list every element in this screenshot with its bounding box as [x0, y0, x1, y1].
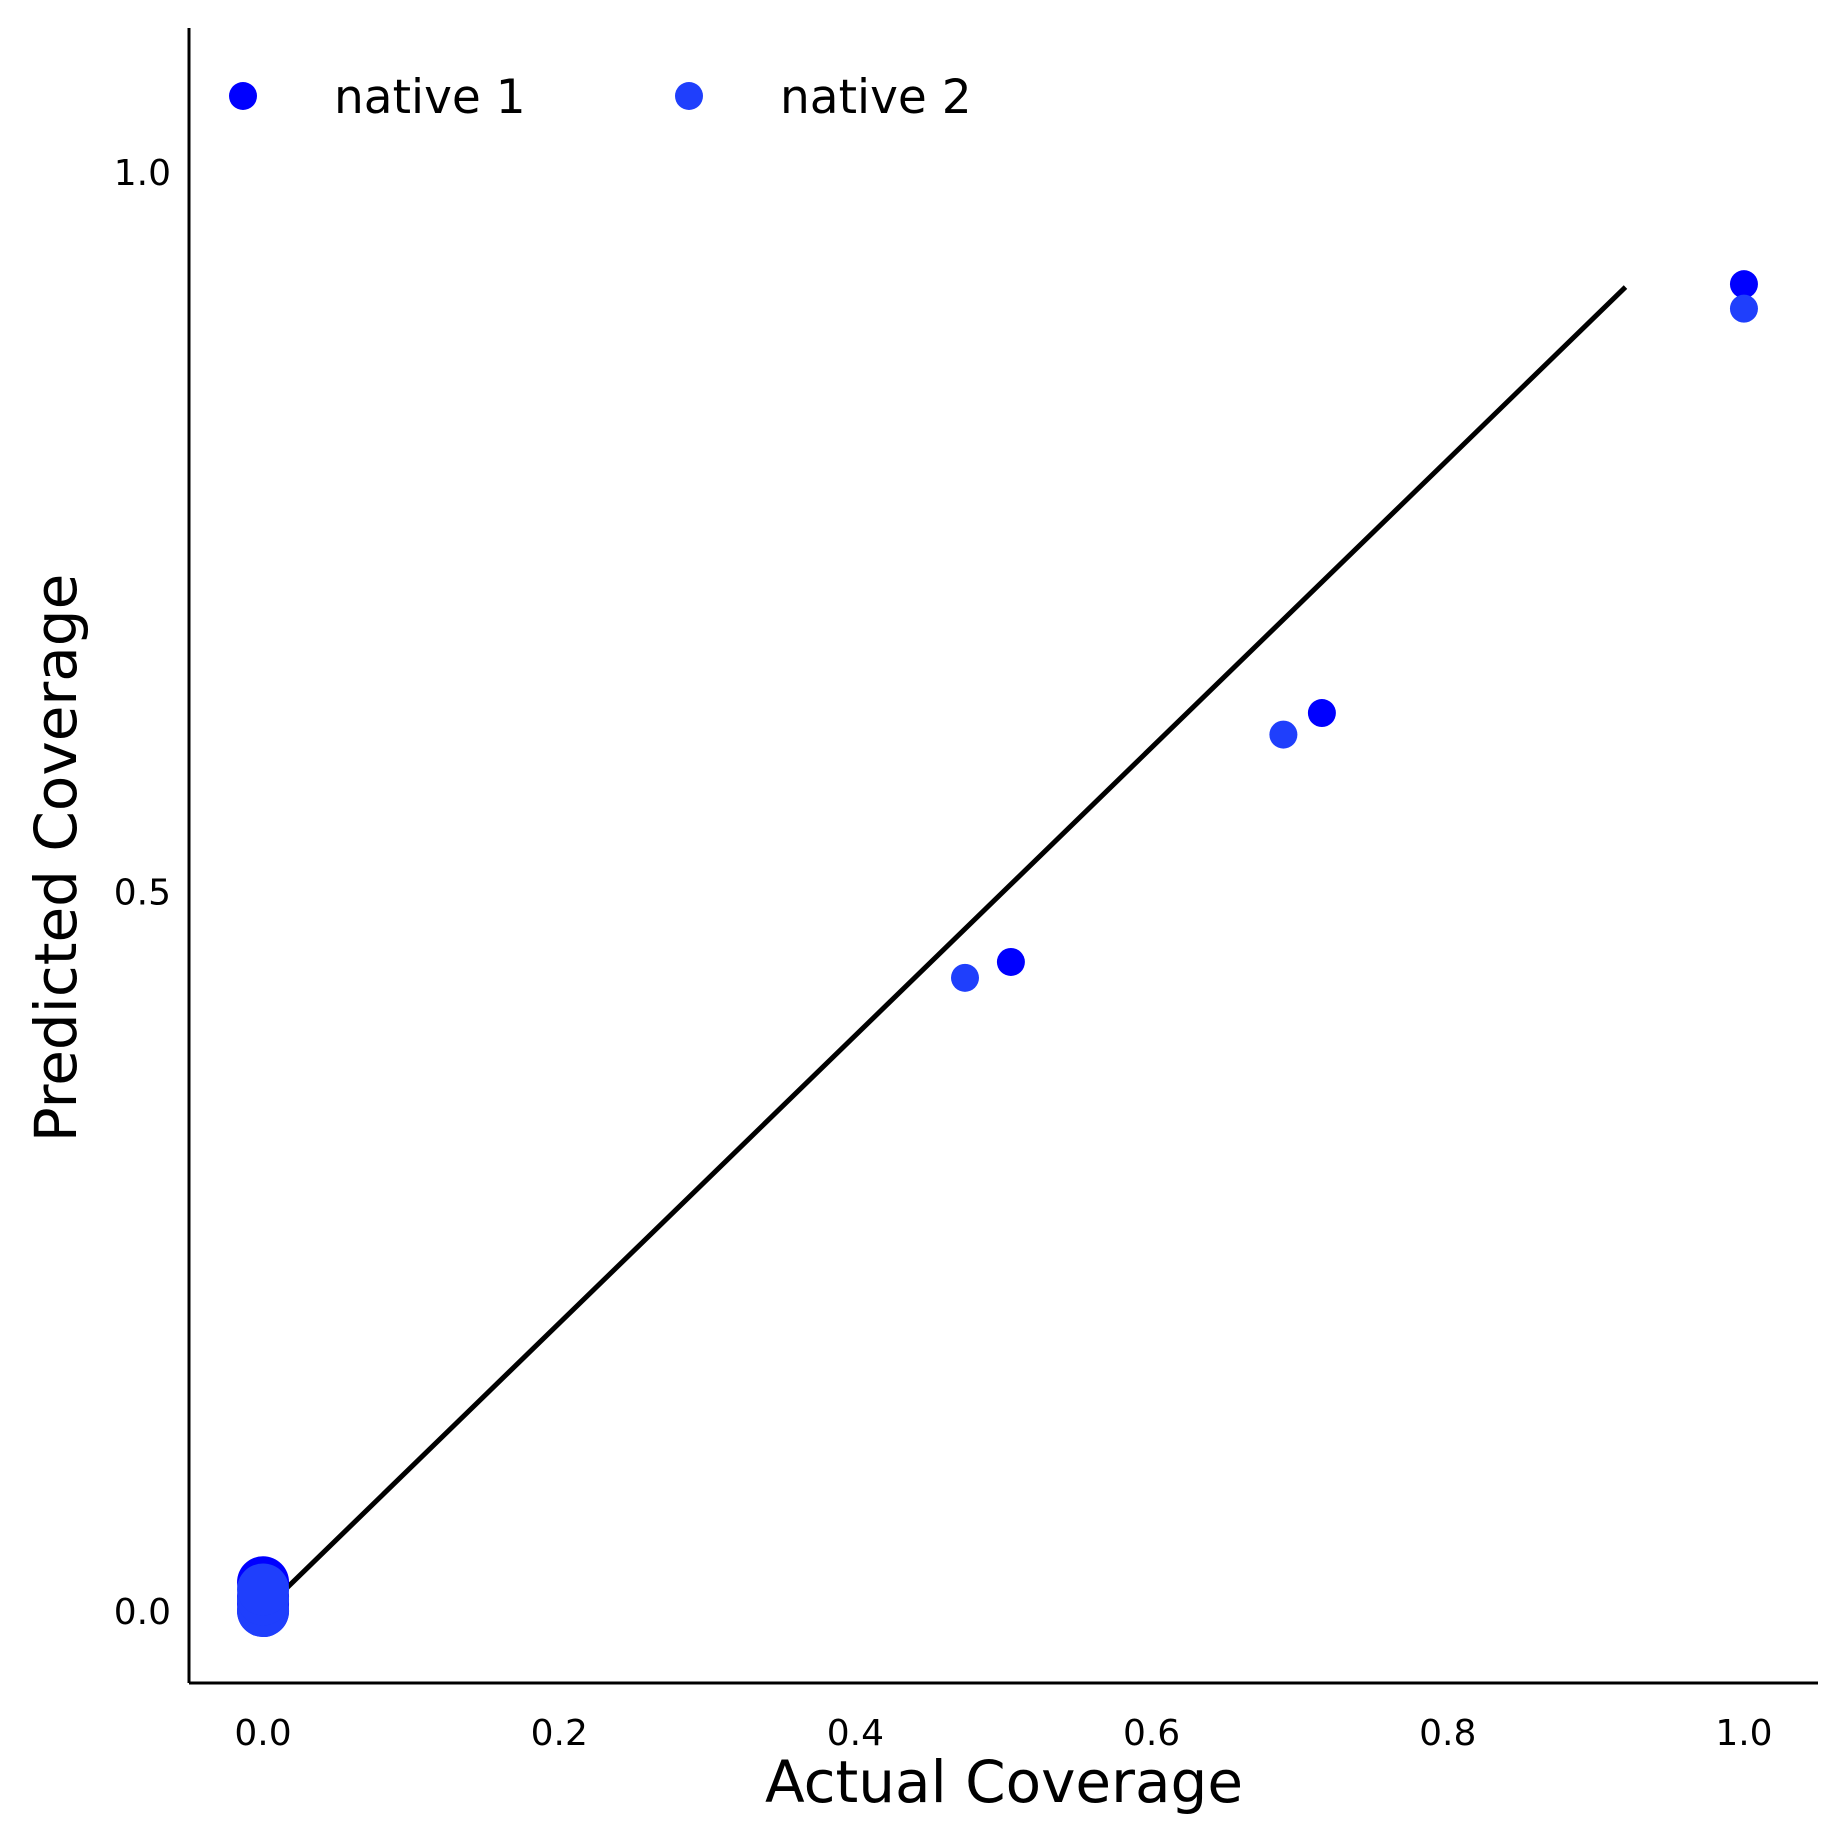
legend-label: native 1: [334, 70, 526, 125]
y-tick-label: 0.5: [114, 872, 171, 913]
data-point: [1729, 270, 1758, 299]
reference-line-layer: [261, 285, 1628, 1613]
data-point: [950, 963, 979, 992]
data-point: [996, 947, 1025, 976]
y-axis-title: Predicted Coverage: [22, 574, 90, 1143]
x-tick-label: 0.4: [827, 1713, 884, 1754]
data-point: [1307, 699, 1336, 728]
reference-line: [261, 285, 1628, 1613]
legend-marker: [675, 82, 703, 110]
x-tick-label: 0.2: [531, 1713, 588, 1754]
x-tick-label: 0.0: [234, 1713, 291, 1754]
y-tick-label: 0.0: [114, 1592, 171, 1633]
data-point: [1729, 294, 1758, 323]
y-tick-label: 1.0: [114, 153, 171, 194]
x-tick-label: 1.0: [1715, 1713, 1772, 1754]
legend: native 1 native 2: [229, 70, 972, 125]
points-layer: [237, 270, 1758, 1638]
x-axis-title: Actual Coverage: [765, 1748, 1243, 1816]
data-point: [1269, 720, 1298, 749]
axes: 0.0 0.2 0.4 0.6 0.8 1.0 0.0 0.5 1.0: [114, 28, 1818, 1754]
legend-marker: [229, 82, 257, 110]
legend-label: native 2: [780, 70, 972, 125]
x-tick-label: 0.8: [1419, 1713, 1476, 1754]
data-point: [237, 1563, 290, 1616]
x-tick-label: 0.6: [1123, 1713, 1180, 1754]
